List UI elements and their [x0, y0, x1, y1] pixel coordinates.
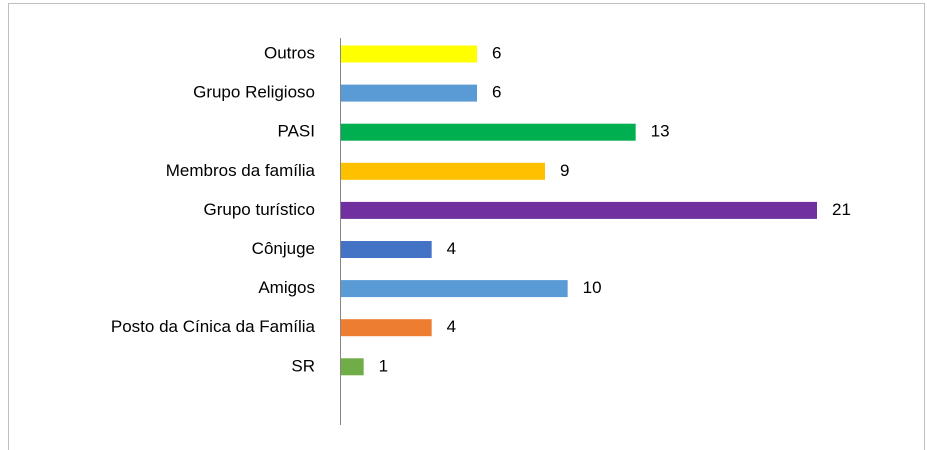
data-label: 9 [560, 161, 569, 180]
y-tick-label: Amigos [258, 278, 315, 297]
data-label: 6 [492, 83, 501, 102]
y-tick-label: Outros [264, 43, 315, 62]
y-tick-label: Membros da família [166, 161, 316, 180]
data-label: 13 [651, 122, 670, 141]
bar [341, 319, 432, 337]
bar [341, 358, 364, 376]
bar [341, 162, 545, 180]
data-label: 6 [492, 43, 501, 62]
data-label: 4 [447, 239, 456, 258]
y-tick-label: Posto da Cínica da Família [111, 317, 316, 336]
y-tick-label: SR [291, 356, 315, 375]
y-tick-label: PASI [278, 122, 315, 141]
bar [341, 123, 636, 141]
bar [341, 201, 817, 219]
data-label: 10 [583, 278, 602, 297]
bar [341, 241, 432, 258]
y-tick-label: Grupo turístico [204, 200, 316, 219]
data-label: 4 [447, 317, 456, 336]
bar [341, 280, 568, 298]
bar [341, 45, 477, 63]
y-tick-label: Cônjuge [252, 239, 315, 258]
chart-frame [8, 3, 925, 450]
data-label: 1 [379, 356, 388, 375]
y-tick-label: Grupo Religioso [193, 83, 315, 102]
bar [341, 84, 477, 102]
data-label: 21 [832, 200, 851, 219]
